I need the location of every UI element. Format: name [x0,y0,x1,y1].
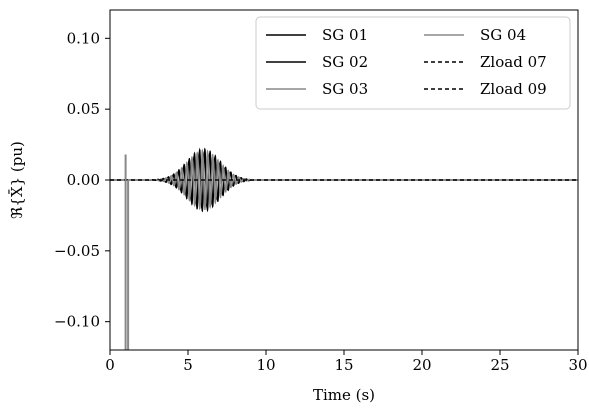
y-tick-label: 0.10 [67,29,100,47]
x-tick-label: 15 [334,356,353,374]
legend-label: Zload 09 [480,80,547,98]
legend-label: SG 02 [322,53,368,71]
x-tick-label: 25 [490,356,509,374]
legend-label: SG 03 [322,80,368,98]
x-tick-label: 5 [183,356,193,374]
y-tick-label: −0.10 [54,313,100,331]
plot-lines [110,147,578,350]
x-tick-label: 20 [412,356,431,374]
x-axis-label: Time (s) [313,386,375,404]
legend: SG 01 SG 02 SG 03 SG 04 Zload 07 Zload 09 [255,16,571,110]
axis-ticks: 0 5 10 15 20 25 30 0.10 0.05 0.00 −0.05 −0.10 [54,29,588,374]
x-tick-label: 30 [568,356,587,374]
y-tick-label: 0.00 [67,171,100,189]
y-tick-label: −0.05 [54,242,100,260]
legend-box [255,16,571,110]
x-tick-label: 0 [105,356,115,374]
y-tick-label: 0.05 [67,100,100,118]
axes-frame [109,9,579,351]
legend-label: Zload 07 [480,53,547,71]
legend-label: SG 04 [480,26,526,44]
legend-label: SG 01 [322,26,368,44]
y-axis-label: ℜ{X̄} (pu) [8,141,26,219]
x-tick-label: 10 [256,356,275,374]
